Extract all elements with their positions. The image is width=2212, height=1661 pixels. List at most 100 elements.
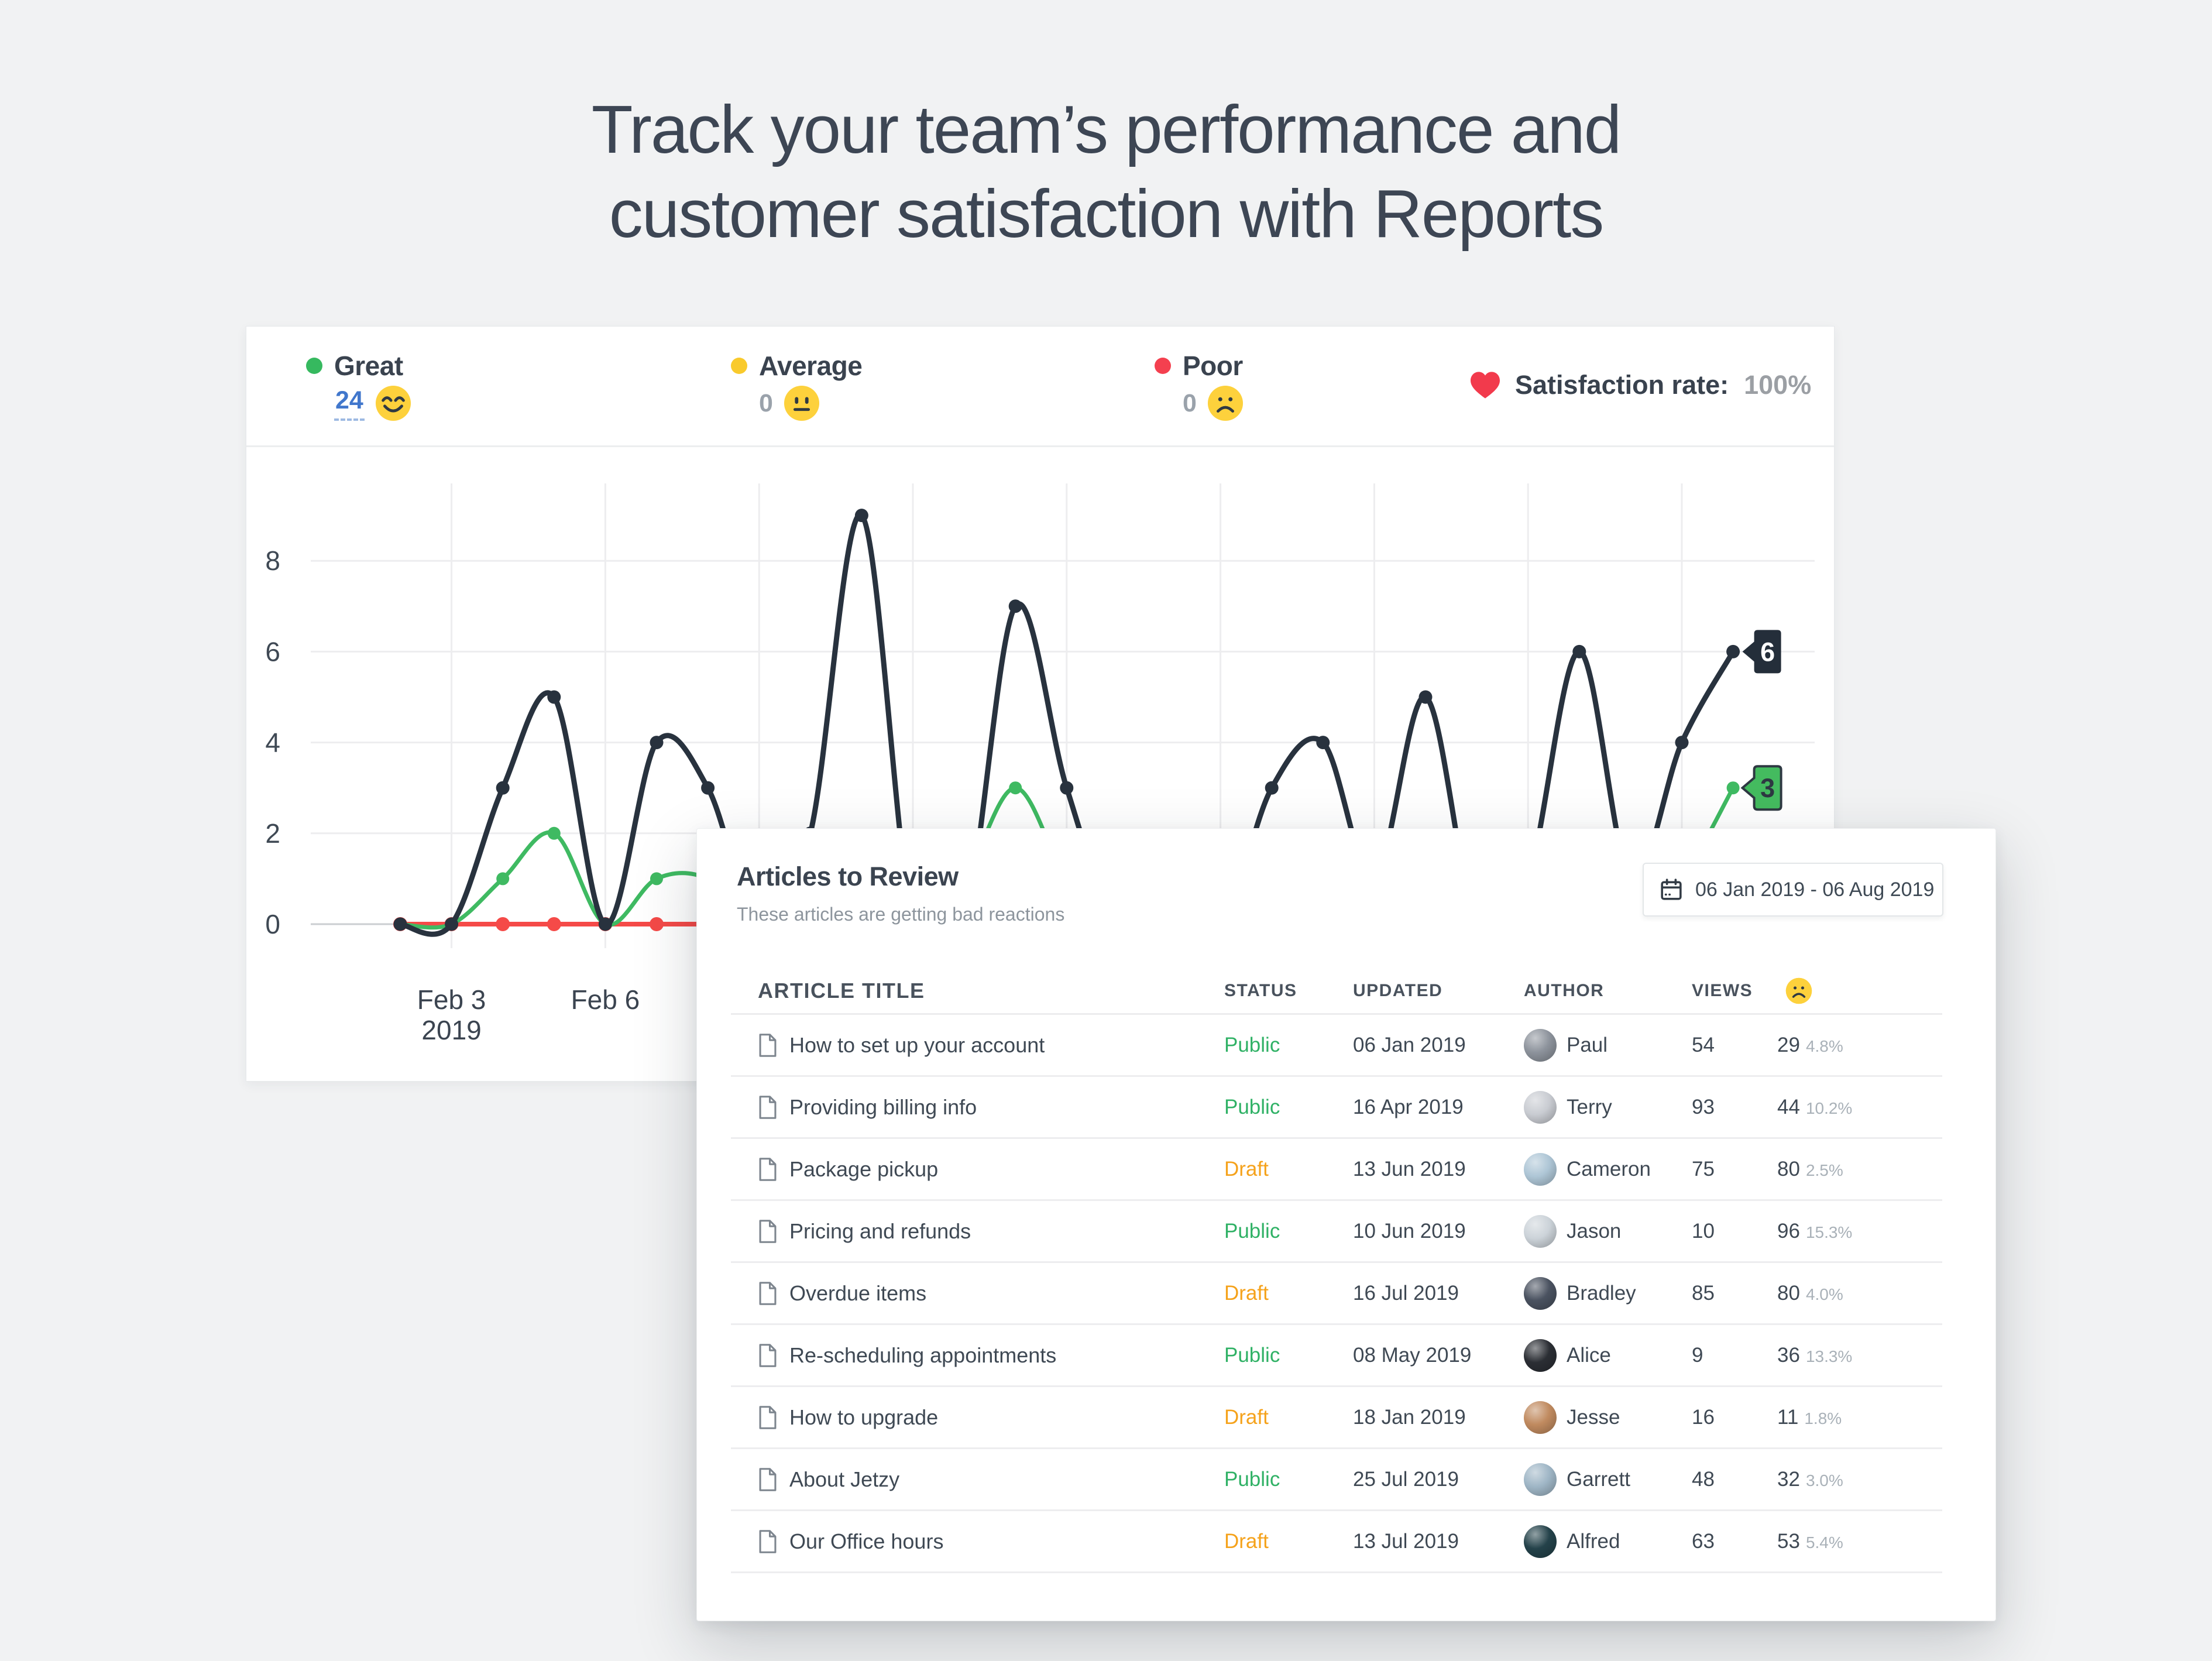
reactions-percent: 4.8% (1805, 1037, 1843, 1055)
table-row[interactable]: How to set up your account Public 06 Jan… (731, 1015, 1942, 1077)
articles-subtitle: These articles are getting bad reactions (737, 904, 1065, 925)
articles-to-review-card: Articles to Review These articles are ge… (696, 828, 1996, 1621)
average-count: 0 (759, 389, 773, 417)
avatar (1524, 1028, 1557, 1062)
article-title: How to set up your account (789, 1032, 1045, 1057)
table-row[interactable]: Our Office hours Draft 13 Jul 2019 Alfre… (731, 1511, 1942, 1573)
reactions-count: 44 (1777, 1095, 1800, 1118)
chart-legend: Great 24 .s{fill:none;stroke:#2f3942;str… (246, 327, 1834, 447)
views-count: 93 (1692, 1095, 1715, 1118)
table-row[interactable]: Re-scheduling appointments Public 08 May… (731, 1325, 1942, 1387)
status-badge: Public (1224, 1219, 1280, 1243)
article-title: Our Office hours (789, 1529, 944, 1553)
article-title: About Jetzy (789, 1467, 900, 1491)
views-count: 9 (1692, 1343, 1703, 1367)
views-count: 48 (1692, 1467, 1715, 1491)
status-badge: Draft (1224, 1405, 1269, 1429)
article-title: Pricing and refunds (789, 1219, 971, 1243)
table-row[interactable]: Package pickup Draft 13 Jun 2019 Cameron… (731, 1139, 1942, 1201)
great-label: Great (334, 351, 403, 381)
status-badge: Draft (1224, 1157, 1269, 1180)
document-icon (758, 1405, 778, 1429)
reactions-count: 36 (1777, 1343, 1800, 1367)
average-label: Average (759, 351, 863, 381)
author-name: Alice (1567, 1343, 1611, 1367)
poor-dot-icon (1155, 358, 1171, 374)
article-title: Overdue items (789, 1281, 927, 1305)
article-title: Package pickup (789, 1156, 939, 1181)
article-title: How to upgrade (789, 1405, 939, 1429)
status-badge: Draft (1224, 1529, 1269, 1553)
views-count: 63 (1692, 1529, 1715, 1553)
svg-text:4: 4 (265, 727, 280, 758)
frowning-face-icon: .s{fill:none;stroke:#2f3942;stroke-width… (1207, 385, 1244, 421)
col-views: VIEWS (1692, 980, 1753, 1000)
table-row[interactable]: Providing billing info Public 16 Apr 201… (731, 1077, 1942, 1139)
great-dot-icon (306, 358, 322, 374)
table-row[interactable]: How to upgrade Draft 18 Jan 2019 Jesse 1… (731, 1387, 1942, 1449)
avatar (1524, 1401, 1557, 1434)
page-title: Track your team’s performance and custom… (0, 88, 2212, 256)
reactions-percent: 4.0% (1805, 1285, 1843, 1303)
col-updated: UPDATED (1353, 980, 1443, 1000)
satisfaction-value: 100% (1744, 370, 1812, 400)
updated-date: 13 Jul 2019 (1353, 1529, 1459, 1553)
document-icon (758, 1157, 778, 1181)
svg-text:2019: 2019 (421, 1015, 481, 1045)
svg-text:6: 6 (1760, 637, 1775, 667)
avatar (1524, 1090, 1557, 1124)
document-icon (758, 1281, 778, 1305)
status-badge: Draft (1224, 1281, 1269, 1305)
views-count: 85 (1692, 1281, 1715, 1305)
date-range-button[interactable]: 06 Jan 2019 - 06 Aug 2019 (1643, 863, 1943, 917)
articles-table: ARTICLE TITLE STATUS UPDATED AUTHOR VIEW… (731, 968, 1942, 1573)
reactions-percent: 5.4% (1805, 1533, 1843, 1552)
svg-text:0: 0 (265, 909, 280, 939)
page-title-line2: customer satisfaction with Reports (609, 175, 1604, 252)
reactions-count: 80 (1777, 1157, 1800, 1180)
author-name: Garrett (1567, 1467, 1630, 1491)
articles-title: Articles to Review (737, 862, 959, 891)
updated-date: 16 Jul 2019 (1353, 1281, 1459, 1305)
table-row[interactable]: About Jetzy Public 25 Jul 2019 Garrett 4… (731, 1449, 1942, 1511)
table-body: How to set up your account Public 06 Jan… (731, 1015, 1942, 1573)
reactions-count: 29 (1777, 1033, 1800, 1056)
table-row[interactable]: Pricing and refunds Public 10 Jun 2019 J… (731, 1201, 1942, 1263)
author-name: Paul (1567, 1033, 1608, 1056)
satisfaction-label: Satisfaction rate: (1515, 370, 1729, 400)
svg-text:6: 6 (265, 636, 280, 667)
author-name: Terry (1567, 1095, 1612, 1118)
svg-text:8: 8 (265, 545, 280, 576)
frowning-face-icon: .s{fill:none;stroke:#2f3942;stroke-width… (1785, 977, 1812, 1004)
updated-date: 16 Apr 2019 (1353, 1095, 1464, 1118)
table-row[interactable]: Overdue items Draft 16 Jul 2019 Bradley … (731, 1263, 1942, 1325)
avatar (1524, 1525, 1557, 1558)
author-name: Jesse (1567, 1405, 1620, 1429)
col-author: AUTHOR (1524, 980, 1605, 1000)
avatar (1524, 1339, 1557, 1372)
reactions-count: 80 (1777, 1281, 1800, 1305)
reactions-percent: 2.5% (1805, 1161, 1843, 1179)
updated-date: 08 May 2019 (1353, 1343, 1472, 1367)
author-name: Bradley (1567, 1281, 1636, 1305)
reactions-count: 96 (1777, 1219, 1800, 1243)
views-count: 16 (1692, 1405, 1715, 1429)
calendar-icon (1660, 878, 1682, 901)
smiling-face-icon: .s{fill:none;stroke:#2f3942;stroke-width… (375, 385, 411, 421)
reactions-count: 32 (1777, 1467, 1800, 1491)
views-count: 10 (1692, 1219, 1715, 1243)
great-count-link[interactable]: 24 (334, 386, 365, 421)
page-title-line1: Track your team’s performance and (591, 91, 1622, 167)
col-article-title: ARTICLE TITLE (758, 978, 925, 1003)
author-name: Cameron (1567, 1157, 1651, 1180)
table-header-row: ARTICLE TITLE STATUS UPDATED AUTHOR VIEW… (731, 968, 1942, 1015)
avatar (1524, 1276, 1557, 1310)
status-badge: Public (1224, 1343, 1280, 1367)
article-title: Re-scheduling appointments (789, 1343, 1057, 1367)
article-title: Providing billing info (789, 1094, 977, 1119)
svg-text:2: 2 (265, 818, 280, 849)
col-bad-reactions: .s{fill:none;stroke:#2f3942;stroke-width… (1777, 977, 1943, 1004)
reactions-percent: 10.2% (1805, 1099, 1853, 1117)
reactions-count: 11 (1777, 1405, 1799, 1429)
